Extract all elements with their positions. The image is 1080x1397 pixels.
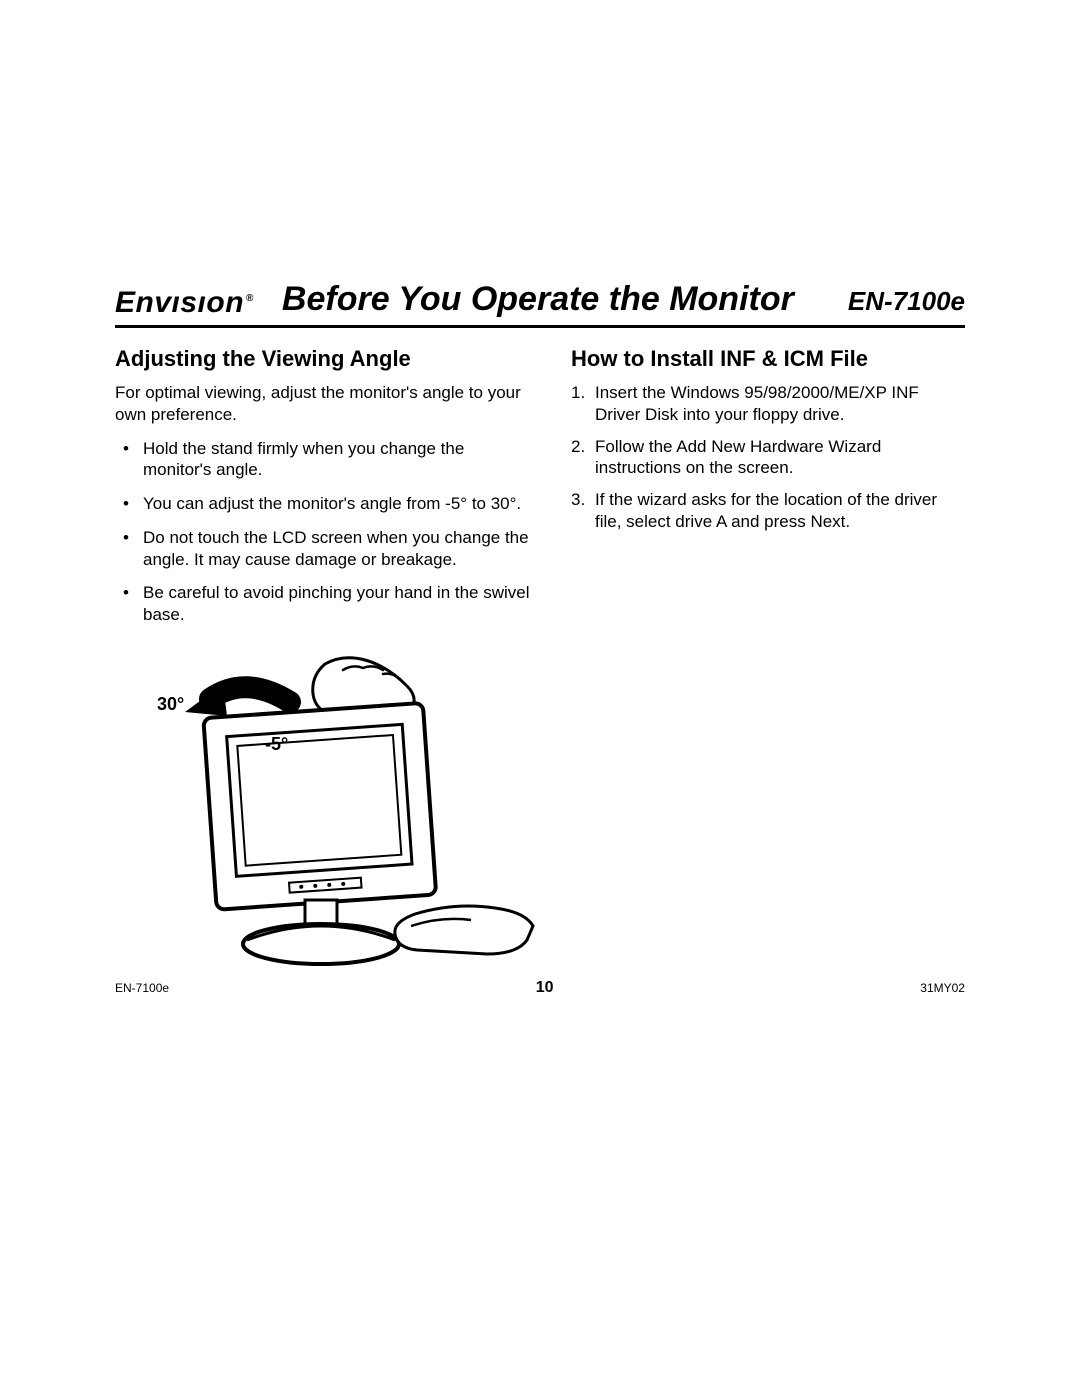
list-item: Insert the Windows 95/98/2000/ME/XP INF … [571, 382, 965, 426]
content-columns: Adjusting the Viewing Angle For optimal … [115, 346, 965, 984]
monitor-angle-figure: 30° -5° [115, 644, 535, 984]
list-item: If the wizard asks for the location of t… [571, 489, 965, 533]
brand-logo: Envısıon® [115, 286, 254, 320]
manual-page: Envısıon® Before You Operate the Monitor… [0, 0, 1080, 1397]
angle-forward-label: -5° [265, 734, 288, 755]
section-heading-install-file: How to Install INF & ICM File [571, 346, 965, 372]
page-number: 10 [536, 979, 554, 997]
footer-model: EN-7100e [115, 981, 169, 995]
left-column: Adjusting the Viewing Angle For optimal … [115, 346, 535, 984]
right-column: How to Install INF & ICM File Insert the… [571, 346, 965, 984]
list-item: Hold the stand firmly when you change th… [133, 438, 535, 482]
brand-text: Envısıon [115, 286, 244, 319]
page-header: Envısıon® Before You Operate the Monitor… [115, 280, 965, 328]
steps-list: Insert the Windows 95/98/2000/ME/XP INF … [571, 382, 965, 533]
page-footer: EN-7100e 10 31MY02 [115, 979, 965, 997]
section-heading-viewing-angle: Adjusting the Viewing Angle [115, 346, 535, 372]
intro-text: For optimal viewing, adjust the monitor'… [115, 382, 535, 426]
angle-back-label: 30° [157, 694, 184, 715]
footer-code: 31MY02 [920, 981, 965, 995]
bullet-list: Hold the stand firmly when you change th… [115, 438, 535, 626]
list-item: Follow the Add New Hardware Wizard instr… [571, 436, 965, 480]
model-number: EN-7100e [848, 286, 965, 317]
page-title: Before You Operate the Monitor [282, 280, 820, 319]
list-item: You can adjust the monitor's angle from … [133, 493, 535, 515]
trademark-symbol: ® [246, 293, 254, 304]
list-item: Do not touch the LCD screen when you cha… [133, 527, 535, 571]
list-item: Be careful to avoid pinching your hand i… [133, 582, 535, 626]
